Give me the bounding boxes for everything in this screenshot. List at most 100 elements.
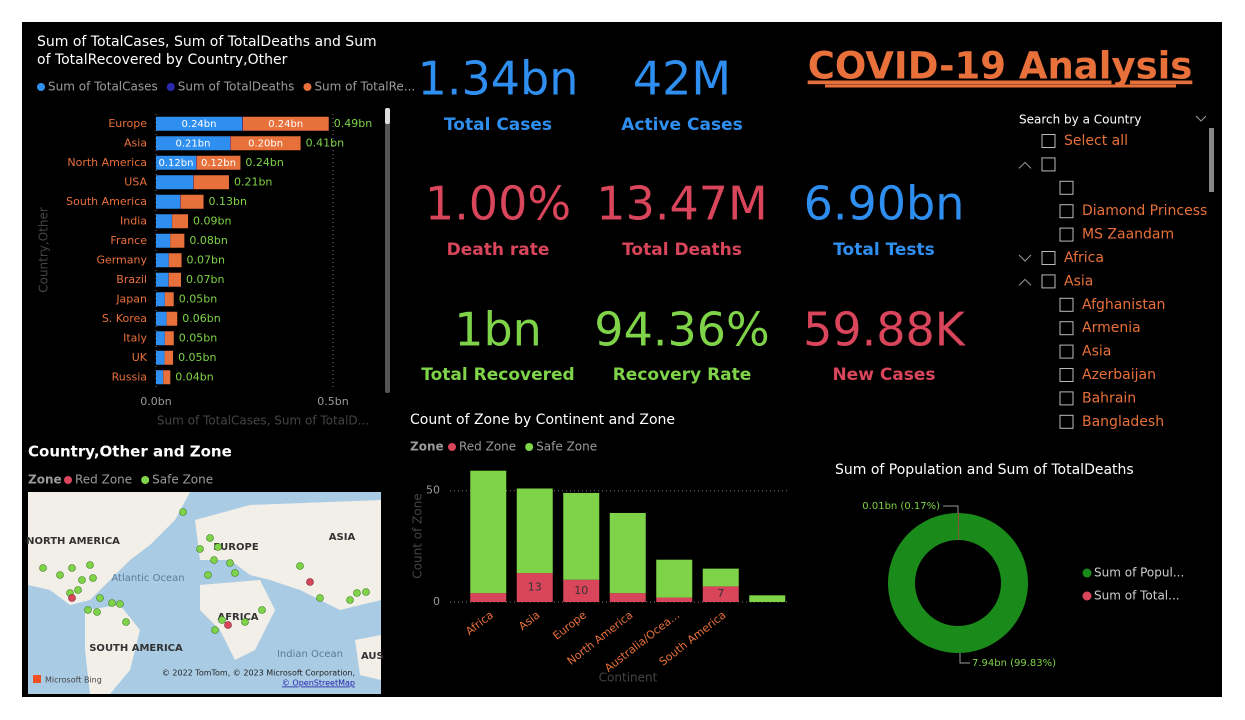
total-label: 0.07bn bbox=[187, 253, 225, 266]
map-label: Atlantic Ocean bbox=[111, 573, 184, 584]
checkbox[interactable] bbox=[1059, 297, 1074, 312]
slicer-item: Armenia bbox=[1082, 320, 1141, 336]
legend-marker bbox=[1082, 591, 1092, 601]
x-axis-title: Continent bbox=[599, 671, 658, 685]
data-label: 0.24bn bbox=[268, 119, 303, 130]
donut-slice bbox=[888, 513, 1029, 653]
kpi-label: Active Cases bbox=[621, 115, 742, 135]
slicer-item: Azerbaijan bbox=[1082, 367, 1156, 383]
checkbox[interactable] bbox=[1041, 157, 1056, 172]
bar-segment bbox=[230, 136, 301, 151]
legend-title: Zone bbox=[410, 440, 444, 454]
slicer-chevron[interactable] bbox=[1195, 115, 1207, 122]
land bbox=[200, 580, 275, 660]
kpi-label: Total Cases bbox=[444, 115, 552, 135]
expander[interactable] bbox=[1018, 278, 1032, 286]
legend-marker bbox=[448, 443, 456, 451]
data-label: 7.94bn (99.83%) bbox=[972, 658, 1056, 669]
bar-segment bbox=[609, 593, 646, 602]
checkbox[interactable] bbox=[1059, 368, 1074, 382]
bar-segment bbox=[156, 253, 169, 268]
bar-segment bbox=[196, 155, 197, 170]
bar-segment bbox=[156, 331, 165, 346]
bar-segment bbox=[193, 175, 229, 190]
kpi-label: Recovery Rate bbox=[613, 365, 752, 385]
expander[interactable] bbox=[1018, 254, 1032, 262]
total-label: 0.09bn bbox=[193, 214, 231, 227]
bar-segment bbox=[156, 370, 164, 385]
kpi-value: 42M bbox=[633, 52, 731, 106]
bar-segment bbox=[156, 292, 165, 307]
bar-segment bbox=[164, 331, 174, 346]
y-tick-label: India bbox=[120, 214, 147, 227]
checkbox[interactable] bbox=[1059, 204, 1074, 219]
checkbox[interactable] bbox=[1041, 274, 1056, 289]
data-label: 7 bbox=[717, 587, 724, 600]
y-tick-label: Europe bbox=[108, 117, 147, 130]
land bbox=[28, 492, 190, 605]
checkbox[interactable] bbox=[1059, 227, 1074, 242]
checkbox[interactable] bbox=[1059, 391, 1074, 406]
kpi-value: 6.90bn bbox=[804, 177, 965, 231]
land bbox=[195, 500, 381, 610]
legend-marker bbox=[525, 443, 534, 451]
bar-segment bbox=[164, 350, 174, 365]
legend-label: Sum of TotalCases bbox=[48, 80, 158, 94]
bar-segment bbox=[516, 573, 553, 602]
y-tick-label: S. Korea bbox=[102, 312, 147, 325]
checkbox[interactable] bbox=[1041, 251, 1056, 265]
x-axis-title: Sum of TotalCases, Sum of TotalD... bbox=[157, 414, 369, 428]
x-tick-label: 0.5bn bbox=[317, 395, 348, 408]
scrollbar-thumb[interactable] bbox=[385, 108, 390, 124]
bar-segment bbox=[156, 272, 169, 287]
y-axis-title: Count of Zone bbox=[411, 493, 425, 578]
chart-title: Sum of TotalCases, Sum of TotalDeaths an… bbox=[37, 34, 377, 68]
bar-segment bbox=[163, 370, 171, 385]
bar-segment bbox=[656, 597, 693, 602]
checkbox[interactable] bbox=[1059, 344, 1074, 359]
map-label: EUROPE bbox=[213, 542, 258, 553]
bar-segment bbox=[170, 233, 185, 248]
bar-segment bbox=[563, 579, 600, 602]
leader-line bbox=[943, 505, 959, 513]
checkbox[interactable] bbox=[1059, 321, 1074, 336]
x-tick-label: 0.0bn bbox=[140, 395, 171, 408]
kpi-value: 13.47M bbox=[596, 177, 767, 231]
legend-label: Sum of TotalRe... bbox=[314, 80, 415, 94]
bar-segment bbox=[229, 136, 231, 151]
y-axis-title: Country,Other bbox=[37, 207, 51, 293]
legend-marker bbox=[64, 476, 72, 484]
y-tick-label: Asia bbox=[124, 136, 147, 149]
checkbox[interactable] bbox=[1041, 134, 1056, 148]
map-title: Country,Other and Zone bbox=[28, 443, 232, 461]
kpi-label: Total Recovered bbox=[421, 365, 574, 385]
kpi-value: 1bn bbox=[454, 303, 542, 357]
checkbox[interactable] bbox=[1059, 180, 1074, 195]
land bbox=[85, 605, 140, 694]
total-label: 0.21bn bbox=[234, 175, 272, 188]
bar-segment bbox=[242, 116, 329, 131]
bar-segment bbox=[156, 233, 171, 248]
map-label: AFRICA bbox=[217, 612, 258, 623]
bar-segment bbox=[470, 470, 507, 594]
scrollbar-thumb[interactable] bbox=[1209, 128, 1214, 192]
map-label: AUS bbox=[361, 651, 384, 662]
legend-marker bbox=[303, 83, 312, 91]
bar-segment bbox=[156, 214, 172, 229]
bar-segment bbox=[156, 194, 181, 209]
slicer-item: Bahrain bbox=[1082, 390, 1136, 406]
map-label: NORTH AMERICA bbox=[26, 536, 120, 547]
title-line: of TotalRecovered by Country,Other bbox=[37, 52, 288, 68]
kpi-value: 59.88K bbox=[803, 303, 967, 357]
slicer-item: Asia bbox=[1082, 344, 1111, 360]
map-attribution: © OpenStreetMap bbox=[282, 679, 355, 688]
checkbox[interactable] bbox=[1059, 414, 1074, 429]
legend-marker bbox=[37, 83, 45, 91]
legend-label: Red Zone bbox=[459, 440, 516, 454]
bar-segment bbox=[156, 155, 197, 170]
total-label: 0.07bn bbox=[186, 273, 224, 286]
y-tick-label: South America bbox=[66, 195, 147, 208]
slicer-item: Asia bbox=[1064, 273, 1093, 289]
bar-segment bbox=[516, 488, 553, 574]
expander[interactable] bbox=[1018, 161, 1032, 169]
